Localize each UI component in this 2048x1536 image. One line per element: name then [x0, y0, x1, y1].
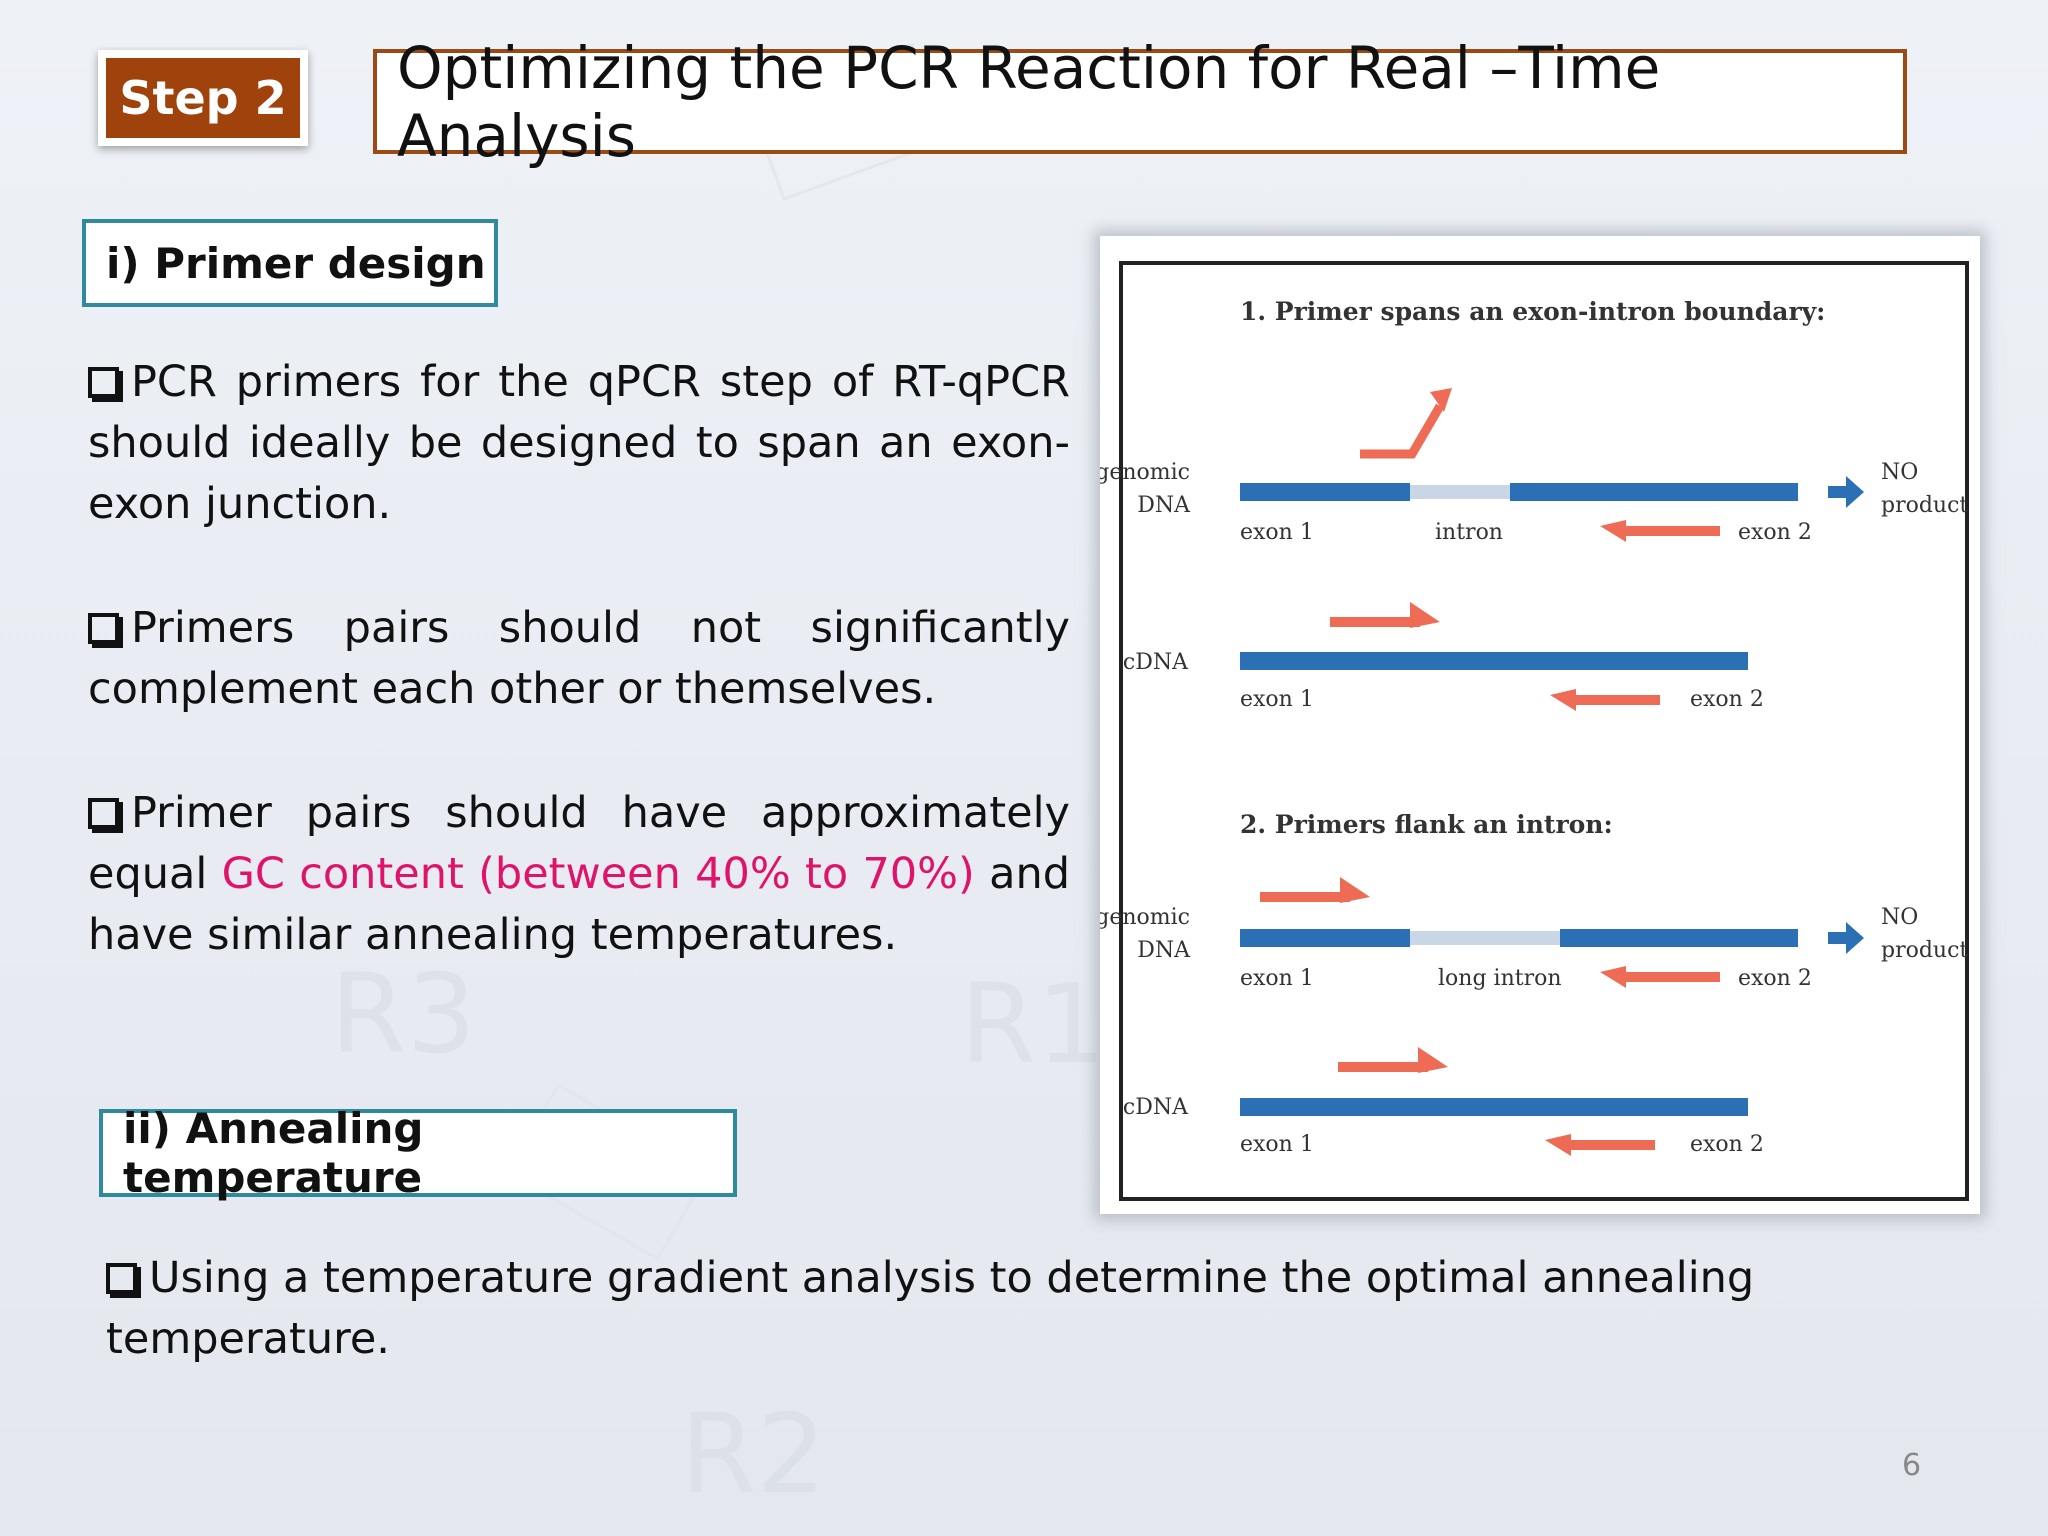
bullet-text: Primers pairs should not significantly c…	[88, 603, 1070, 714]
step-badge: Step 2	[98, 50, 308, 146]
label-exon1: exon 1	[1240, 1132, 1314, 1157]
forward-primer-boundary	[1360, 403, 1444, 459]
reverse-primer	[1565, 1140, 1655, 1150]
step-label: Step 2	[106, 58, 300, 138]
section-heading-annealing-temperature: ii) Annealing temperature	[99, 1104, 737, 1202]
label-exon1: exon 1	[1240, 520, 1314, 545]
checkbox-bullet-icon	[88, 367, 119, 398]
reverse-primer	[1620, 972, 1720, 982]
bullet-text: and have similar annealing temperatures.	[88, 849, 1070, 960]
figure-frame	[1119, 261, 1969, 1201]
label-exon2: exon 2	[1738, 520, 1812, 545]
bullet-gc-content: Primer pairs should have approximately e…	[88, 783, 1070, 966]
exon1-bar	[1240, 929, 1410, 947]
forward-primer-arrowhead	[1340, 877, 1370, 903]
long-intron-bar	[1410, 931, 1560, 945]
panel2-title: 2. Primers flank an intron:	[1240, 810, 1613, 839]
exon2-bar	[1560, 929, 1798, 947]
label-cdna: cDNA	[1123, 1095, 1189, 1120]
forward-primer-arrowhead	[1410, 602, 1440, 628]
reverse-primer-arrowhead	[1545, 1134, 1571, 1156]
checkbox-bullet-icon	[106, 1263, 137, 1294]
gc-content-highlight: GC content (between 40% to 70%)	[221, 849, 975, 899]
panel2-cdna: cDNA exon 1 exon 2	[1123, 1047, 1764, 1157]
exon1-bar	[1240, 483, 1410, 501]
background-watermark-r3: R3	[330, 950, 477, 1078]
result-arrow-icon	[1828, 922, 1864, 954]
reverse-primer-arrowhead	[1600, 520, 1626, 542]
bullet-exon-junction: PCR primers for the qPCR step of RT-qPCR…	[88, 352, 1070, 535]
panel1-title: 1. Primer spans an exon-intron boundary:	[1240, 297, 1825, 326]
label-intron: intron	[1435, 520, 1503, 545]
panel1-genomic-dna: genomic DNA exon 1 intron exon 2 NO prod…	[1100, 388, 1968, 545]
forward-primer	[1338, 1062, 1428, 1072]
result-arrow-icon	[1828, 476, 1864, 508]
background-watermark-r1: R1	[960, 960, 1107, 1088]
label-cdna: cDNA	[1123, 650, 1189, 675]
label-genomic: genomic	[1100, 460, 1190, 485]
label-dna: DNA	[1137, 938, 1191, 963]
background-watermark-r2: R2	[680, 1390, 827, 1518]
forward-primer-arrowhead	[1430, 388, 1452, 412]
label-genomic: genomic	[1100, 905, 1190, 930]
label-exon2: exon 2	[1690, 1132, 1764, 1157]
label-long-intron: long intron	[1438, 966, 1562, 991]
page-number: 6	[1902, 1448, 1922, 1483]
panel2-genomic-dna: genomic DNA exon 1 long intron exon 2 NO…	[1100, 877, 1968, 991]
section-heading-primer-design: i) Primer design	[82, 219, 498, 307]
reverse-primer-arrowhead	[1600, 966, 1626, 988]
reverse-primer	[1620, 526, 1720, 536]
bullet-text: Using a temperature gradient analysis to…	[106, 1253, 1755, 1364]
label-product: product	[1881, 938, 1968, 963]
reverse-primer	[1570, 695, 1660, 705]
cdna-bar	[1240, 1098, 1748, 1116]
label-exon2: exon 2	[1738, 966, 1812, 991]
exon2-bar	[1510, 483, 1798, 501]
label-no: NO	[1881, 905, 1918, 930]
label-exon1: exon 1	[1240, 687, 1314, 712]
bullet-temperature-gradient: Using a temperature gradient analysis to…	[106, 1248, 1806, 1370]
forward-primer	[1330, 617, 1420, 627]
cdna-bar	[1240, 652, 1748, 670]
slide-title: Optimizing the PCR Reaction for Real –Ti…	[373, 34, 1907, 170]
checkbox-bullet-icon	[88, 798, 119, 829]
intron-bar	[1410, 485, 1510, 499]
bullet-complement: Primers pairs should not significantly c…	[88, 598, 1070, 720]
panel1-cdna: cDNA exon 1 exon 2	[1123, 602, 1764, 712]
primer-diagram: 1. Primer spans an exon-intron boundary:…	[1100, 261, 1969, 1201]
forward-primer	[1260, 892, 1350, 902]
label-exon1: exon 1	[1240, 966, 1314, 991]
label-no: NO	[1881, 460, 1918, 485]
forward-primer-arrowhead	[1418, 1047, 1448, 1073]
label-exon2: exon 2	[1690, 687, 1764, 712]
bullet-text: Primer pairs should have approximately e…	[88, 788, 1070, 899]
primer-design-figure: 1. Primer spans an exon-intron boundary:…	[1100, 236, 1980, 1214]
label-product: product	[1881, 493, 1968, 518]
bullet-text: PCR primers for the qPCR step of RT-qPCR…	[88, 357, 1070, 529]
reverse-primer-arrowhead	[1550, 689, 1576, 711]
checkbox-bullet-icon	[88, 613, 119, 644]
label-dna: DNA	[1137, 493, 1191, 518]
